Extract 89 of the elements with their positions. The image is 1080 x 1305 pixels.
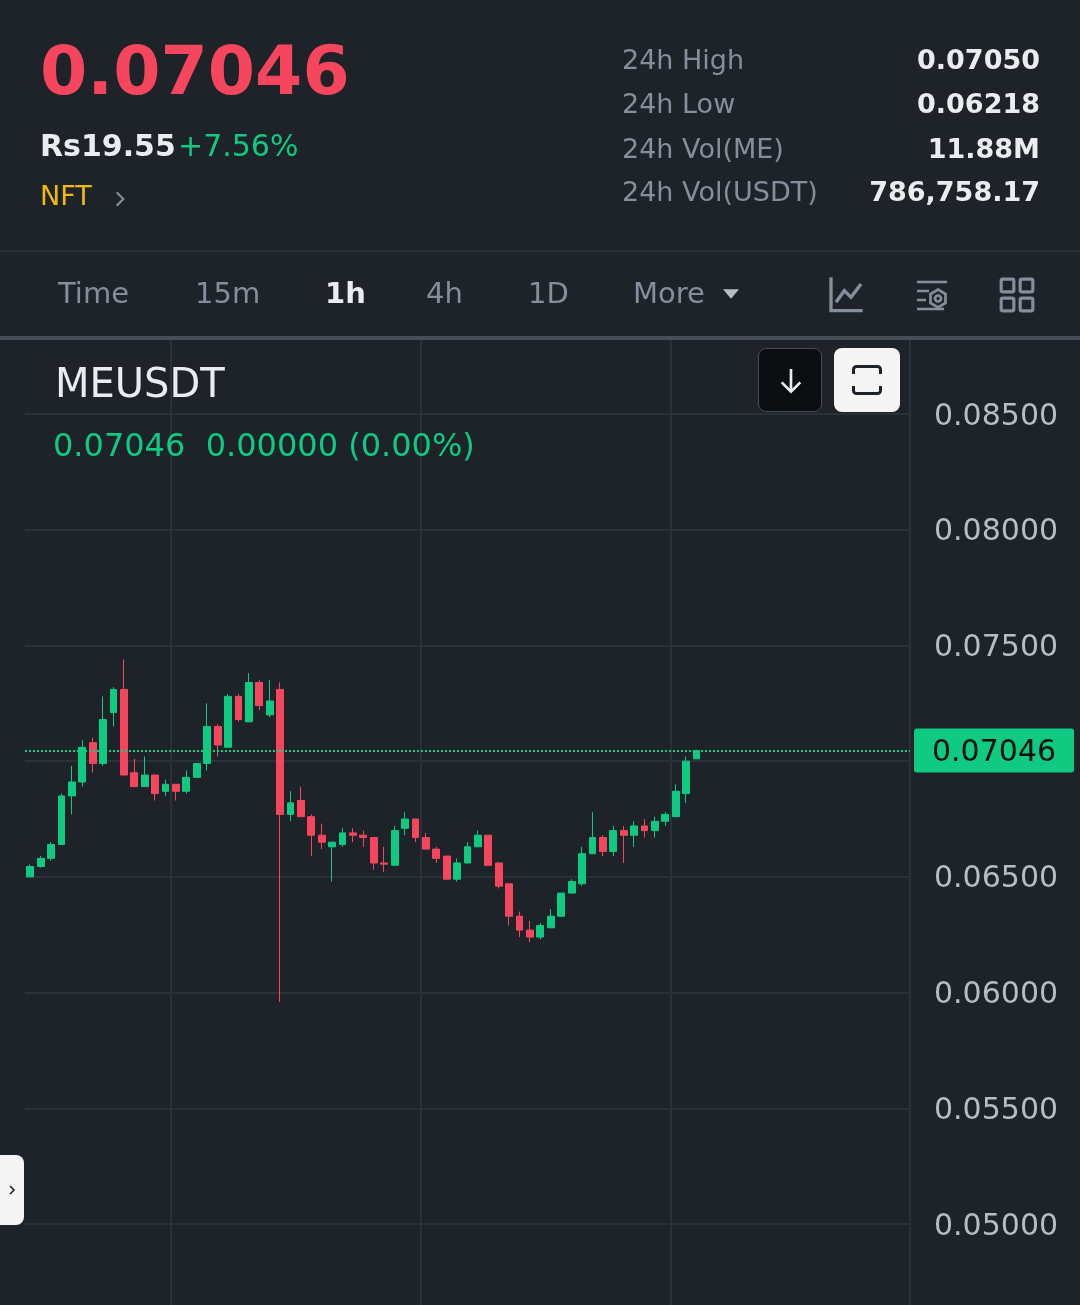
candlestick <box>651 816 659 839</box>
candlestick <box>339 827 346 848</box>
candlestick <box>276 681 284 1003</box>
candlestick <box>464 841 471 864</box>
y-tick-label: 0.08500 <box>934 396 1059 432</box>
y-tick-label: 0.08000 <box>934 512 1059 548</box>
candlestick <box>349 827 357 843</box>
candlestick <box>68 765 76 815</box>
candlestick <box>453 857 461 883</box>
y-tick-label: 0.05000 <box>934 1206 1059 1242</box>
candlestick <box>391 825 399 866</box>
y-tick-label: 0.07500 <box>934 627 1059 663</box>
candlestick <box>672 783 680 818</box>
candlestick <box>307 813 315 857</box>
candlestick <box>536 922 544 940</box>
candlestick <box>318 823 326 850</box>
candlestick <box>328 841 336 883</box>
text: +7.56% <box>178 128 299 164</box>
text: NFT <box>40 180 92 213</box>
candlestick <box>526 920 534 943</box>
candlestick <box>151 774 159 802</box>
y-tick-label: 0.06000 <box>934 975 1059 1011</box>
candlestick <box>505 883 513 926</box>
text: 1h <box>325 276 366 311</box>
candlestick <box>359 830 367 848</box>
candlestick <box>401 811 409 836</box>
candlestick <box>547 908 555 929</box>
candlestick <box>214 723 222 758</box>
text: 786,758.17 <box>869 176 1040 209</box>
candlestick <box>641 818 648 839</box>
candlestick <box>297 786 305 818</box>
text: MEUSDT <box>55 360 226 406</box>
candlestick <box>89 737 97 774</box>
candlestick <box>432 846 440 864</box>
text: More <box>633 276 705 311</box>
text: 0.07050 <box>917 44 1040 77</box>
candlestick <box>578 846 586 887</box>
candlestick <box>235 693 242 723</box>
candlestick <box>495 862 503 889</box>
candlestick <box>589 811 596 855</box>
text: 24h Vol(USDT) <box>622 176 818 209</box>
candlestick <box>162 779 169 797</box>
candlestick <box>141 756 149 788</box>
text: Rs19.55 <box>40 128 176 164</box>
candlestick <box>110 686 117 727</box>
candlestick <box>193 762 201 778</box>
candlestick <box>484 834 492 866</box>
candlestick <box>661 811 669 827</box>
candlestick <box>182 769 190 795</box>
candlestick <box>37 855 45 869</box>
candlestick <box>287 790 294 822</box>
candlestick <box>58 793 65 845</box>
text: 1D <box>528 276 569 311</box>
candlestick <box>422 832 430 850</box>
text: 24h High <box>622 44 745 77</box>
candlestick <box>609 825 617 857</box>
candlestick <box>245 672 253 723</box>
text: 0.07046 0.00000 (0.00%) <box>53 426 475 464</box>
candlestick <box>599 834 607 857</box>
ref-line-label: 0.07046 <box>932 733 1057 769</box>
candlestick <box>568 878 576 894</box>
candlestick <box>172 783 180 802</box>
candlestick <box>516 911 523 938</box>
candlestick <box>474 830 482 848</box>
candlestick <box>47 841 55 862</box>
y-tick-label: 0.05500 <box>934 1090 1059 1126</box>
candlestick <box>255 679 263 711</box>
candlestick <box>557 892 565 917</box>
candlestick <box>380 846 388 873</box>
candlestick <box>370 837 378 871</box>
text: 0.07046 <box>40 30 350 112</box>
candlestick <box>120 658 128 776</box>
candlestick <box>266 679 274 718</box>
text: 24h Low <box>622 88 736 121</box>
candlestick <box>630 820 638 848</box>
text: 4h <box>426 276 463 311</box>
candlestick <box>130 758 138 788</box>
candlestick <box>224 693 232 748</box>
text: 11.88M <box>927 133 1040 166</box>
candlestick <box>682 756 690 804</box>
text: Time <box>58 276 129 311</box>
y-tick-label: 0.06500 <box>934 859 1059 895</box>
text: 24h Vol(ME) <box>622 133 784 166</box>
candlestick <box>412 818 419 843</box>
candlestick <box>620 825 628 864</box>
candlestick <box>26 863 34 878</box>
text: 15m <box>195 276 261 311</box>
text: 0.06218 <box>917 88 1040 121</box>
candlestick <box>443 855 451 880</box>
